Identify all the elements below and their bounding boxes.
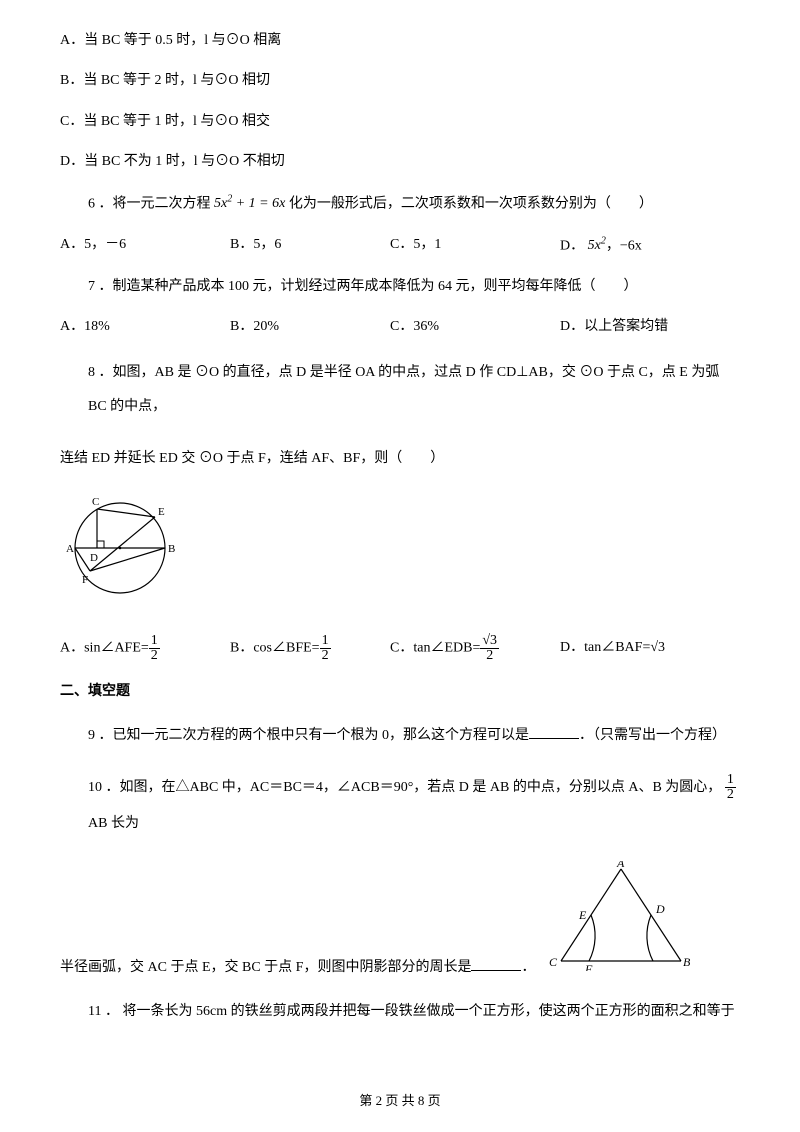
q8-l1b: 的直径，点 D 是半径 OA 的中点，过点 D 作 CD⊥AB，交 (223, 365, 576, 380)
q8-a-den: 2 (149, 649, 160, 663)
q6-options: A．5，－6 B．5，6 C．5，1 D． 5x2，−6x (60, 234, 740, 258)
q8-line1: 8 ．如图，AB 是 ⊙O 的直径，点 D 是半径 OA 的中点，过点 D 作 … (60, 356, 740, 423)
q8-option-b: B．cos∠BFE=12 (230, 634, 390, 663)
q10-blank (471, 957, 521, 971)
q8-label-F: F (82, 574, 88, 586)
q10-label-D: D (655, 902, 665, 916)
q8-circleO-2: ⊙O (579, 365, 603, 380)
q8-label-E: E (158, 506, 165, 518)
q8-line2: 连结 ED 并延长 ED 交 ⊙O 于点 F，连结 AF、BF，则（ ） (60, 442, 740, 476)
q8-d-sqrt: √3 (650, 640, 665, 655)
q8-d-prefix: D．tan∠BAF= (560, 640, 650, 655)
q8-figure: A B C D E F (60, 493, 740, 611)
q7-options: A．18% B．20% C．36% D．以上答案均错 (60, 316, 740, 338)
q5-option-a: A．当 BC 等于 0.5 时，l 与⊙O 相离 (60, 30, 740, 52)
q10-line2: 半径画弧，交 AC 于点 E，交 BC 于点 F，则图中阴影部分的周长是 ． (60, 957, 535, 979)
q8-l2a: 连结 ED 并延长 ED 交 (60, 451, 195, 466)
q6-suffix: 化为一般形式后，二次项系数和一次项系数分别为（ ） (289, 196, 653, 211)
q8-a-frac: 12 (149, 634, 160, 663)
q5-option-c: C．当 BC 等于 1 时，l 与⊙O 相交 (60, 111, 740, 133)
q10-l2a: 半径画弧，交 AC 于点 E，交 BC 于点 F，则图中阴影部分的周长是 (60, 960, 471, 975)
q6-prefix: 6 ．将一元二次方程 (88, 196, 211, 211)
q10-line2-row: 半径画弧，交 AC 于点 E，交 BC 于点 F，则图中阴影部分的周长是 ． A … (60, 861, 740, 979)
q6-option-a: A．5，－6 (60, 234, 230, 258)
q10-label-A: A (616, 861, 625, 870)
q8-c-frac: √32 (480, 634, 499, 663)
q10-line1: 10 ．如图，在△ABC 中，AC＝BC＝4，∠ACB＝90°，若点 D 是 A… (60, 770, 740, 843)
q11-text: 11 ． 将一条长为 56cm 的铁丝剪成两段并把每一段铁丝做成一个正方形，使这… (60, 997, 740, 1028)
q8-c-den: 2 (480, 649, 499, 663)
page-footer: 第 2 页 共 8 页 (0, 1091, 800, 1112)
q8-b-frac: 12 (320, 634, 331, 663)
q8-label-D: D (90, 552, 98, 564)
q7-option-b: B．20% (230, 316, 390, 338)
q8-circle-diagram: A B C D E F (60, 493, 190, 603)
q10-den: 2 (725, 788, 736, 802)
q8-circleO-3: ⊙O (199, 451, 223, 466)
q9-text: 9 ．已知一元二次方程的两个根中只有一个根为 0，那么这个方程可以是 ．（只需写出… (60, 721, 740, 752)
q10-l1b: AB 长为 (88, 816, 139, 831)
q8-circleO-1: ⊙O (195, 365, 219, 380)
q8-b-den: 2 (320, 649, 331, 663)
q10-num: 1 (725, 773, 736, 788)
q8-a-prefix: A．sin∠AFE= (60, 640, 149, 655)
q8-b-num: 1 (320, 634, 331, 649)
q8-options: A．sin∠AFE=12 B．cos∠BFE=12 C．tan∠EDB=√32 … (60, 634, 740, 663)
q8-b-prefix: B．cos∠BFE= (230, 640, 320, 655)
q10-label-F: F (584, 962, 593, 971)
q8-label-C: C (92, 496, 99, 508)
q10-figure: A C B D E F (541, 861, 691, 979)
q10-l2b: ． (521, 960, 535, 975)
q9-blank (529, 725, 579, 739)
q10-label-E: E (578, 908, 587, 922)
q8-c-num: √3 (480, 634, 499, 649)
q6-option-b: B．5，6 (230, 234, 390, 258)
q10-triangle-diagram: A C B D E F (541, 861, 691, 971)
q7-text: 7 ．制造某种产品成本 100 元，计划经过两年成本降低为 64 元，则平均每年… (60, 276, 740, 298)
q10-l1a: 10 ．如图，在△ABC 中，AC＝BC＝4，∠ACB＝90°，若点 D 是 A… (88, 780, 721, 795)
q8-l1a: 8 ．如图，AB 是 (88, 365, 191, 380)
q8-a-num: 1 (149, 634, 160, 649)
q6-option-d: D． 5x2，−6x (560, 234, 710, 258)
q7-option-a: A．18% (60, 316, 230, 338)
q8-label-B: B (168, 543, 175, 555)
q8-c-prefix: C．tan∠EDB= (390, 640, 480, 655)
section-2-title: 二、填空题 (60, 681, 740, 703)
q8-l2b: 于点 F，连结 AF、BF，则（ ） (226, 451, 444, 466)
q10-label-B: B (683, 955, 691, 969)
q9-b: ．（只需写出一个方程） (579, 728, 726, 743)
q6-d-suffix: ，−6x (606, 238, 642, 253)
q6-d-eq: 5x2 (588, 238, 606, 253)
q6-d-prefix: D． (560, 238, 584, 253)
q6-text: 6 ．将一元二次方程 5x2 + 1 = 6x 化为一般形式后，二次项系数和一次… (60, 192, 740, 216)
q6-eq: 5x2 + 1 = 6x (214, 196, 289, 211)
q8-option-d: D．tan∠BAF=√3 (560, 637, 710, 659)
q9-a: 9 ．已知一元二次方程的两个根中只有一个根为 0，那么这个方程可以是 (88, 728, 529, 743)
q5-option-b: B．当 BC 等于 2 时，l 与⊙O 相切 (60, 70, 740, 92)
q8-option-c: C．tan∠EDB=√32 (390, 634, 560, 663)
q5-option-d: D．当 BC 不为 1 时，l 与⊙O 不相切 (60, 151, 740, 173)
q6-option-c: C．5，1 (390, 234, 560, 258)
q8-option-a: A．sin∠AFE=12 (60, 634, 230, 663)
q10-label-C: C (549, 955, 558, 969)
q10-frac: 12 (725, 773, 736, 802)
q7-option-c: C．36% (390, 316, 560, 338)
q8-label-A: A (66, 543, 74, 555)
q7-option-d: D．以上答案均错 (560, 316, 710, 338)
